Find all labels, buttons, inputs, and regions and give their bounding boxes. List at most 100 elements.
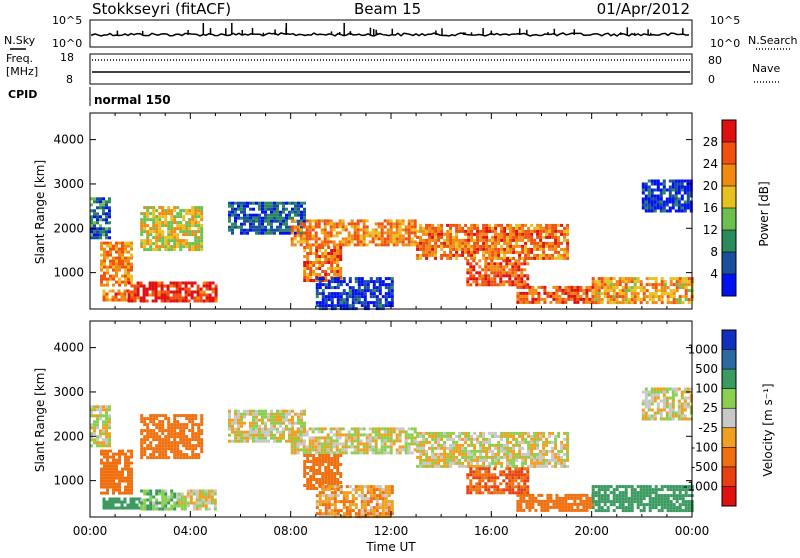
data-cell <box>215 297 218 300</box>
data-cell <box>121 254 124 257</box>
data-cell <box>188 282 191 285</box>
data-cell <box>343 304 346 307</box>
data-cell <box>339 270 342 273</box>
data-cell <box>493 271 496 274</box>
data-cell <box>673 298 676 301</box>
data-cell <box>531 292 534 295</box>
data-cell <box>393 231 396 234</box>
data-cell <box>158 456 161 459</box>
data-cell <box>112 471 115 474</box>
data-cell <box>472 280 475 283</box>
data-cell <box>667 295 670 298</box>
data-cell <box>524 245 527 248</box>
data-cell <box>527 251 530 254</box>
data-cell <box>108 417 111 420</box>
data-cell <box>294 208 297 211</box>
data-cell <box>485 230 488 233</box>
data-cell <box>628 301 631 304</box>
data-cell <box>152 453 155 456</box>
data-cell <box>303 439 306 442</box>
data-cell <box>128 291 131 294</box>
data-cell <box>566 465 569 468</box>
data-cell <box>545 233 548 236</box>
data-cell <box>133 504 136 507</box>
data-cell <box>487 485 490 488</box>
data-cell <box>675 195 678 198</box>
data-cell <box>511 470 514 473</box>
data-cell <box>508 262 511 265</box>
data-cell <box>546 503 549 506</box>
data-cell <box>500 230 503 233</box>
data-cell <box>115 275 118 278</box>
data-cell <box>502 488 505 491</box>
data-cell <box>170 444 173 447</box>
data-cell <box>206 285 209 288</box>
data-cell <box>527 254 530 257</box>
data-cell <box>234 428 237 431</box>
data-cell <box>291 228 294 231</box>
data-cell <box>309 436 312 439</box>
data-cell <box>657 180 660 183</box>
data-cell <box>437 435 440 438</box>
data-cell <box>566 254 569 257</box>
data-cell <box>288 211 291 214</box>
data-cell <box>637 286 640 289</box>
data-cell <box>108 215 111 218</box>
data-cell <box>264 214 267 217</box>
data-cell <box>491 456 494 459</box>
data-cell <box>155 438 158 441</box>
data-cell <box>402 448 405 451</box>
data-cell <box>152 496 155 499</box>
data-cell <box>519 500 522 503</box>
data-cell <box>355 497 358 500</box>
data-cell <box>363 228 366 231</box>
data-cell <box>520 467 523 470</box>
data-cell <box>649 292 652 295</box>
data-cell <box>315 487 318 490</box>
data-cell <box>679 277 682 280</box>
data-cell <box>476 236 479 239</box>
data-cell <box>411 222 414 225</box>
data-cell <box>431 453 434 456</box>
data-cell <box>484 262 487 265</box>
data-cell <box>514 476 517 479</box>
nsky-panel: 10^5 10^0 10^5 10^0 N.Sky N.Search <box>4 14 798 50</box>
data-cell <box>182 242 185 245</box>
data-cell <box>187 493 190 496</box>
data-cell <box>497 224 500 227</box>
data-cell <box>625 292 628 295</box>
data-cell <box>376 488 379 491</box>
data-cell <box>333 273 336 276</box>
data-cell <box>472 485 475 488</box>
data-cell <box>191 432 194 435</box>
data-cell <box>548 254 551 257</box>
data-cell <box>228 217 231 220</box>
data-cell <box>300 228 303 231</box>
data-cell <box>384 451 387 454</box>
data-cell <box>684 207 687 210</box>
data-cell <box>390 228 393 231</box>
data-cell <box>348 243 351 246</box>
data-cell <box>521 227 524 230</box>
data-cell <box>464 459 467 462</box>
data-cell <box>408 222 411 225</box>
data-cell <box>370 292 373 295</box>
data-cell <box>276 413 279 416</box>
data-cell <box>511 485 514 488</box>
data-cell <box>270 434 273 437</box>
data-cell <box>312 273 315 276</box>
data-cell <box>158 438 161 441</box>
data-cell <box>158 453 161 456</box>
data-cell <box>455 441 458 444</box>
data-cell <box>554 441 557 444</box>
data-cell <box>367 503 370 506</box>
data-cell <box>152 236 155 239</box>
data-cell <box>651 198 654 201</box>
data-cell <box>357 231 360 234</box>
data-cell <box>533 435 536 438</box>
data-cell <box>361 277 364 280</box>
data-cell <box>152 417 155 420</box>
data-cell <box>531 301 534 304</box>
data-cell <box>288 440 291 443</box>
